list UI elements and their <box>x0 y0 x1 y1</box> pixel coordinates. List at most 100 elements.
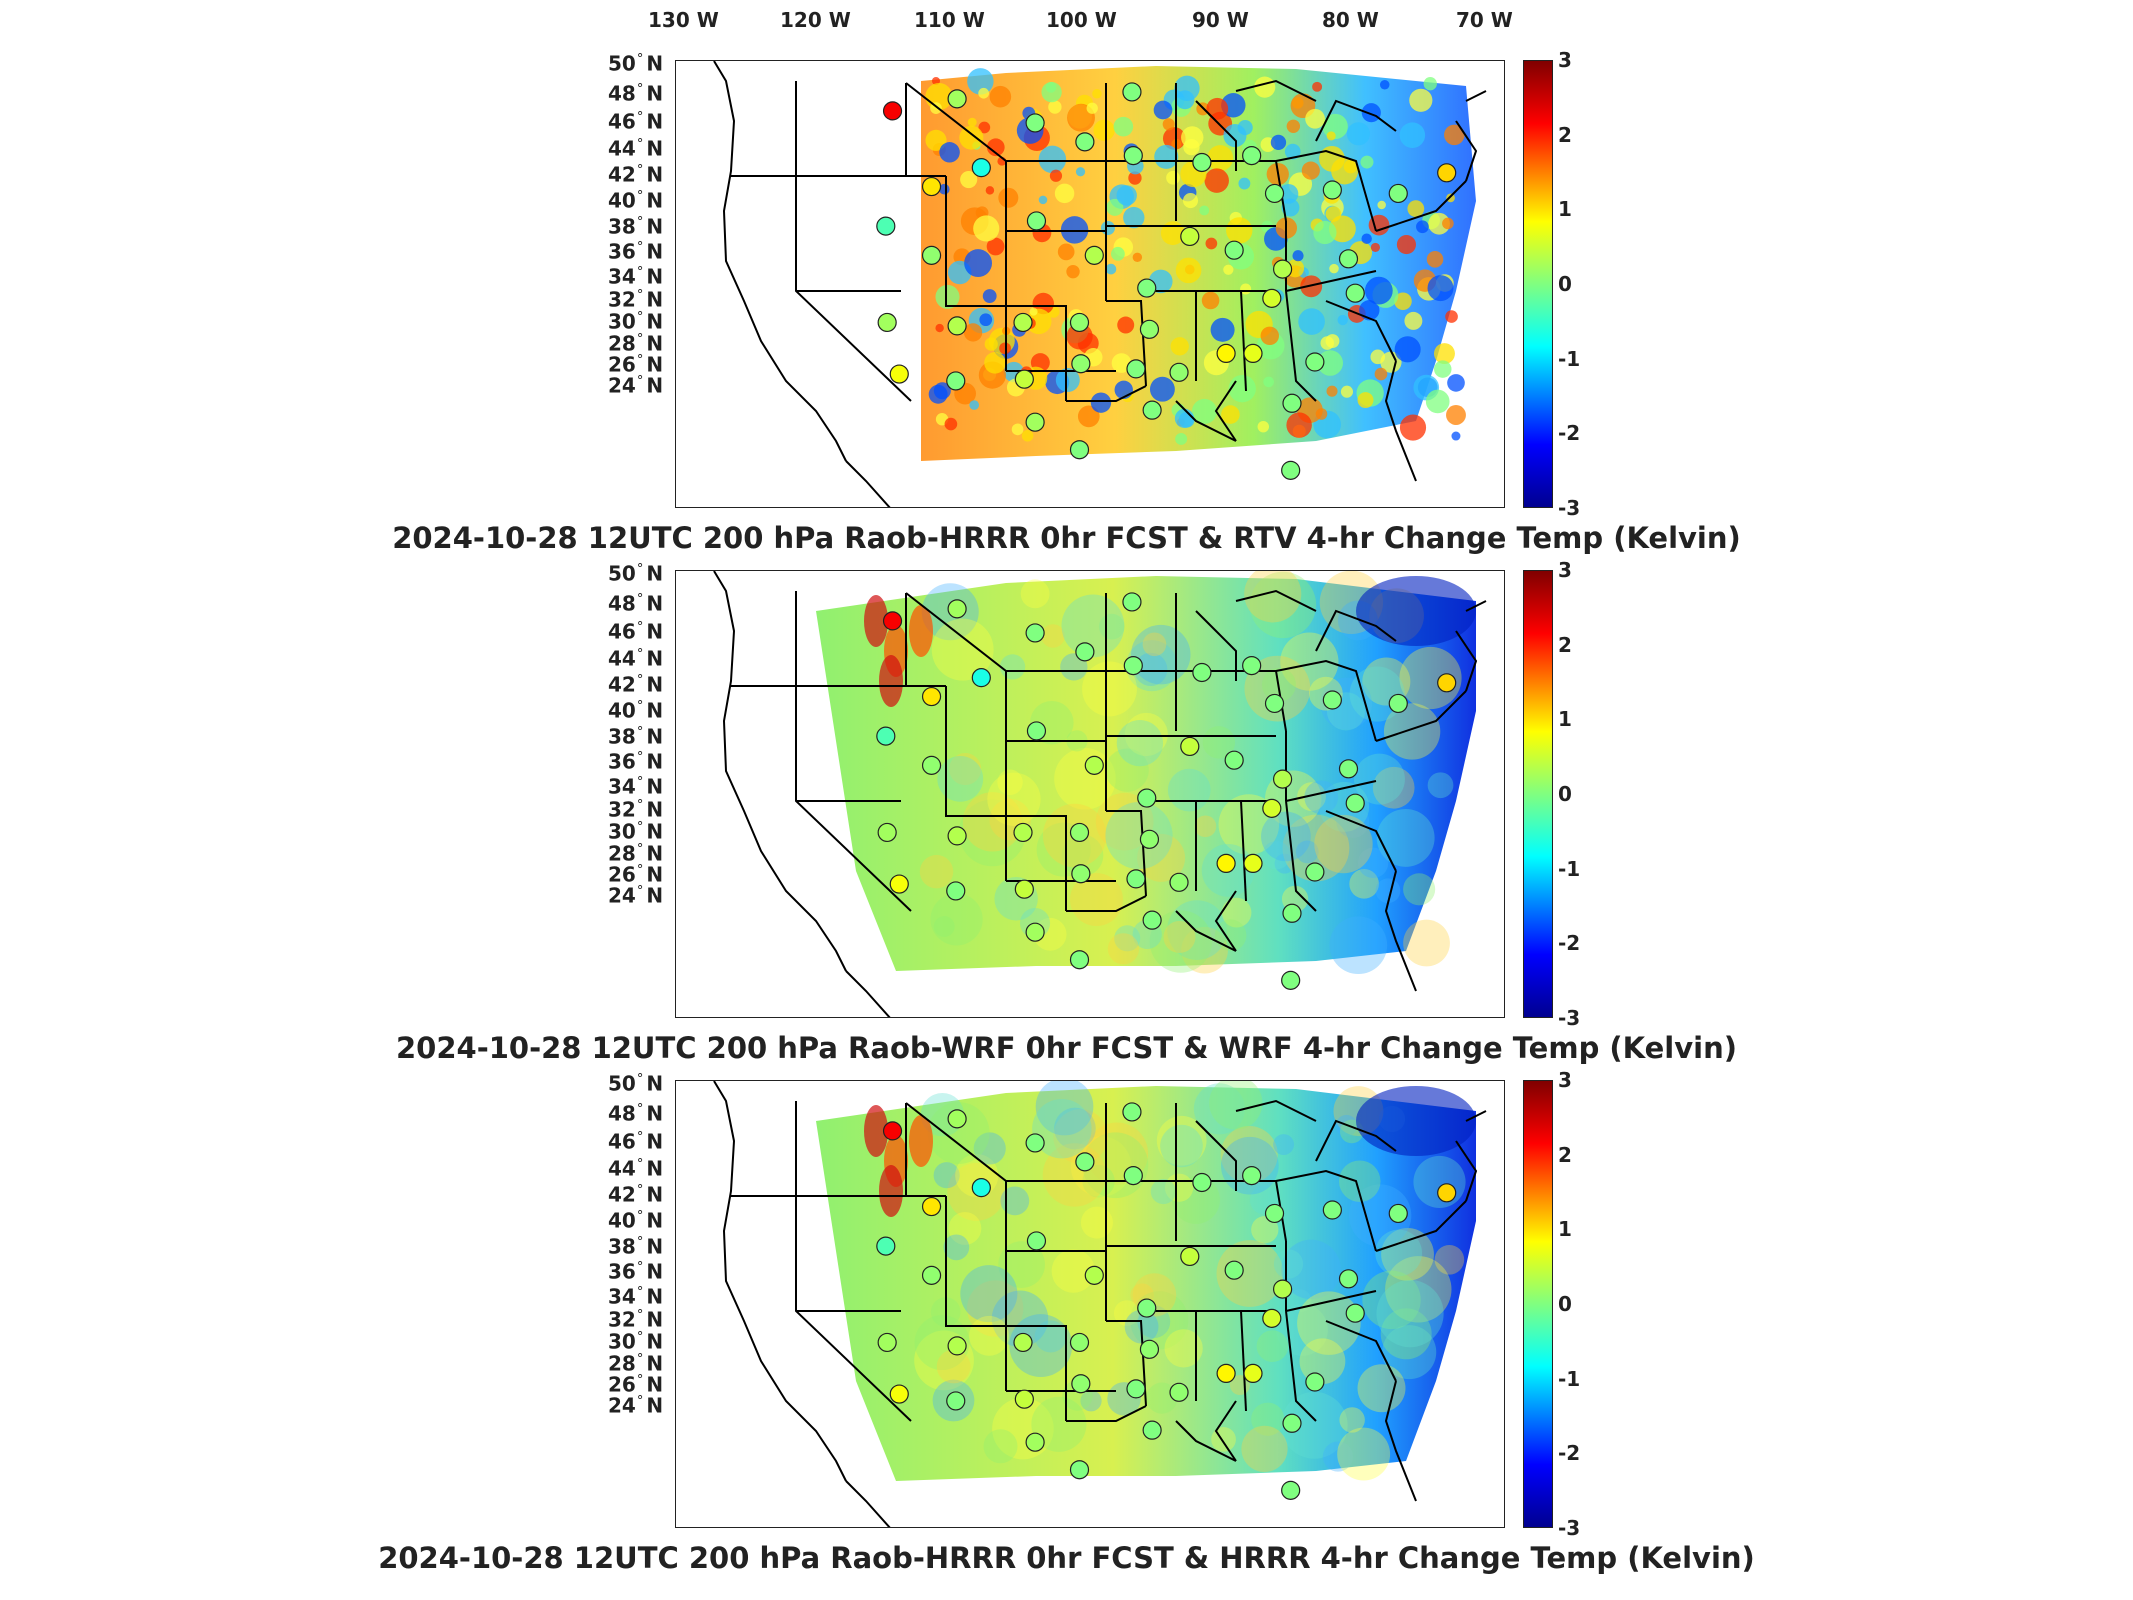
field-speckle <box>960 170 978 189</box>
raob-station-marker <box>1243 853 1263 873</box>
raob-station-marker <box>1264 183 1285 204</box>
panel-caption-2: 2024-10-28 12UTC 200 hPa Raob-WRF 0hr FC… <box>395 1031 1737 1065</box>
field-speckle <box>1154 144 1179 169</box>
raob-station-marker <box>1075 642 1095 662</box>
field-speckle <box>1278 183 1299 204</box>
raob-station-marker <box>971 1178 991 1198</box>
field-speckle <box>930 893 983 946</box>
state-boundary <box>1285 270 1377 292</box>
raob-station-marker <box>1282 1413 1302 1433</box>
raob-station-marker <box>921 686 942 707</box>
field-speckle <box>949 753 982 786</box>
lat-label: 40° N <box>608 1208 664 1233</box>
field-speckle <box>1216 1240 1284 1307</box>
field-speckle <box>1447 374 1465 392</box>
field-speckle <box>1193 1083 1245 1135</box>
field-speckle <box>1357 392 1374 409</box>
field-speckle <box>1262 841 1291 870</box>
field-speckle <box>1380 1308 1432 1360</box>
field-speckle <box>1409 88 1433 112</box>
colorbar-tick-label: -3 <box>1558 496 1581 520</box>
raob-station-marker <box>1075 132 1095 152</box>
field-speckle <box>1077 405 1100 428</box>
raob-station-marker <box>1338 1269 1359 1289</box>
map-frame-1 <box>675 60 1505 508</box>
raob-station-marker <box>1122 82 1142 102</box>
field-speckle <box>966 1280 1024 1337</box>
state-boundary <box>845 970 891 1017</box>
field-speckle <box>1317 350 1343 376</box>
state-boundary <box>1106 810 1147 897</box>
map-frame-2 <box>675 570 1505 1018</box>
raob-station-marker <box>1281 1480 1301 1500</box>
state-boundary <box>1240 290 1247 392</box>
field-speckle <box>1124 712 1168 757</box>
field-speckle <box>931 618 994 681</box>
raob-station-marker <box>1014 879 1034 899</box>
raob-station-marker <box>946 1391 966 1411</box>
field-speckle <box>1329 263 1339 274</box>
field-speckle <box>1312 81 1323 92</box>
field-speckle <box>1375 878 1401 904</box>
state-boundary <box>1285 1310 1317 1422</box>
field-speckle <box>1298 308 1325 335</box>
raob-station-marker <box>876 216 896 236</box>
field-speckle <box>1394 336 1421 363</box>
field-speckle <box>933 382 951 400</box>
warm-anomaly <box>864 1105 888 1157</box>
field-speckle <box>1117 316 1135 334</box>
field-speckle <box>1299 1338 1346 1385</box>
raob-station-marker <box>1169 1382 1189 1402</box>
raob-station-marker <box>1305 1372 1325 1392</box>
field-speckle <box>1191 398 1217 424</box>
field-speckle <box>1361 103 1381 123</box>
field-speckle <box>1249 571 1317 639</box>
raob-station-marker <box>1272 769 1293 789</box>
field-speckle <box>1340 385 1354 398</box>
field-speckle <box>1116 185 1137 206</box>
state-boundary <box>845 1480 891 1527</box>
field-speckle <box>1241 1425 1288 1472</box>
field-speckle <box>1055 368 1080 392</box>
field-speckle <box>1416 220 1429 234</box>
lat-label: 24° N <box>608 883 664 908</box>
field-speckle <box>1329 916 1388 975</box>
raob-station-marker <box>1069 440 1090 460</box>
raob-station-marker <box>947 826 967 846</box>
raob-station-marker <box>889 364 909 384</box>
field-speckle <box>1442 217 1454 230</box>
field-speckle <box>1403 873 1436 906</box>
field-speckle <box>1370 242 1380 253</box>
lat-label: 48° N <box>608 1101 664 1126</box>
colorbar-tick-label: 2 <box>1558 632 1572 657</box>
colorbar-tick-label: 3 <box>1558 48 1572 72</box>
field-speckle <box>973 215 1000 242</box>
map-canvas <box>713 61 1487 507</box>
field-speckle <box>1123 206 1145 229</box>
raob-station-marker <box>1137 278 1157 298</box>
raob-station-marker <box>971 158 991 178</box>
raob-station-marker <box>1025 922 1045 942</box>
field-speckle <box>1194 815 1217 838</box>
field-speckle <box>1105 263 1117 275</box>
raob-station-marker <box>1224 750 1244 770</box>
field-speckle <box>1051 1249 1096 1293</box>
raob-station-marker <box>1264 1203 1285 1224</box>
field-speckle <box>1451 431 1461 441</box>
raob-station-marker <box>1122 592 1142 612</box>
raob-station-marker <box>1071 354 1091 374</box>
field-speckle <box>1166 170 1180 185</box>
state-boundary <box>1175 1420 1237 1462</box>
state-boundary <box>1375 690 1467 742</box>
raob-station-marker <box>1437 673 1457 693</box>
raob-station-marker <box>1192 1172 1212 1193</box>
raob-station-marker <box>1282 903 1302 923</box>
field-speckle <box>1090 392 1112 413</box>
colorbar-tick-label: 3 <box>1558 1068 1572 1092</box>
raob-station-marker <box>971 668 991 688</box>
field-speckle <box>919 854 954 889</box>
field-speckle <box>1286 119 1301 134</box>
colorbar-1 <box>1523 60 1553 508</box>
field-speckle <box>1156 1115 1207 1166</box>
state-boundary <box>1384 870 1417 992</box>
